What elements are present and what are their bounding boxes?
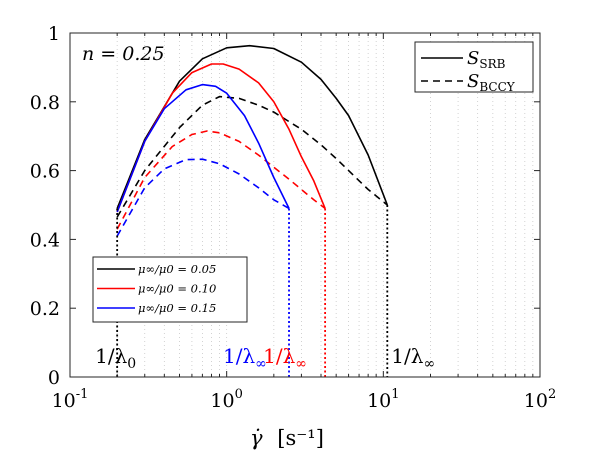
tick-layer: 10-1 100 101 102 0 0.2 0.4 0.6 0.8 1 xyxy=(30,23,556,412)
series-line-0 xyxy=(116,44,389,209)
y-tick-label: 0.8 xyxy=(30,92,60,114)
cutoff-label-2: 1/λ∞ xyxy=(263,344,307,372)
color-legend-label-2: μ∞/μ0 = 0.15 xyxy=(138,301,216,315)
x-tick-label: 102 xyxy=(524,387,556,412)
color-legend-box xyxy=(92,256,248,323)
cutoff-label-1: 1/λ∞ xyxy=(223,344,267,372)
x-tick-label: 10-1 xyxy=(52,387,89,412)
y-tick-label: 1 xyxy=(48,23,60,45)
y-tick-label: 0 xyxy=(48,367,60,389)
x-axis-title: γ̇ [s⁻¹] xyxy=(250,426,324,450)
series-line-1 xyxy=(116,95,388,218)
cutoff-label-0: 1/λ0 xyxy=(95,344,136,372)
x-axis-symbol: γ̇ xyxy=(250,426,263,450)
label-layer: 1/λ0 1/λ∞1/λ∞ 1/λ∞ xyxy=(95,344,435,372)
series-line-5 xyxy=(116,158,290,237)
color-legend: μ∞/μ0 = 0.05 μ∞/μ0 = 0.10 μ∞/μ0 = 0.15 xyxy=(92,256,248,323)
x-tick-label: 101 xyxy=(367,387,399,412)
plot-frame xyxy=(69,32,541,378)
svg-text:γ̇ [s⁻¹]: γ̇ [s⁻¹] xyxy=(250,426,324,450)
color-legend-label-1: μ∞/μ0 = 0.10 xyxy=(138,282,216,296)
series-line-3 xyxy=(116,130,326,230)
style-legend-label-1: SBCCY xyxy=(467,71,516,94)
x-tick-label: 100 xyxy=(210,387,242,412)
y-tick-label: 0.4 xyxy=(30,229,60,251)
x-axis-units: [s⁻¹] xyxy=(277,426,324,450)
vline-layer xyxy=(116,205,389,377)
series-layer xyxy=(116,44,389,237)
y-tick-label: 0.6 xyxy=(30,161,60,183)
grid-layer xyxy=(116,33,534,377)
n-annotation: n = 0.25 xyxy=(82,43,165,65)
style-legend-box xyxy=(414,41,534,93)
series-line-2 xyxy=(116,63,326,213)
series-line-4 xyxy=(116,83,290,213)
y-tick-label: 0.2 xyxy=(30,298,60,320)
cutoff-label-3: 1/λ∞ xyxy=(391,344,435,372)
color-legend-label-0: μ∞/μ0 = 0.05 xyxy=(138,262,216,276)
style-legend-label-0: SSRB xyxy=(467,48,506,71)
